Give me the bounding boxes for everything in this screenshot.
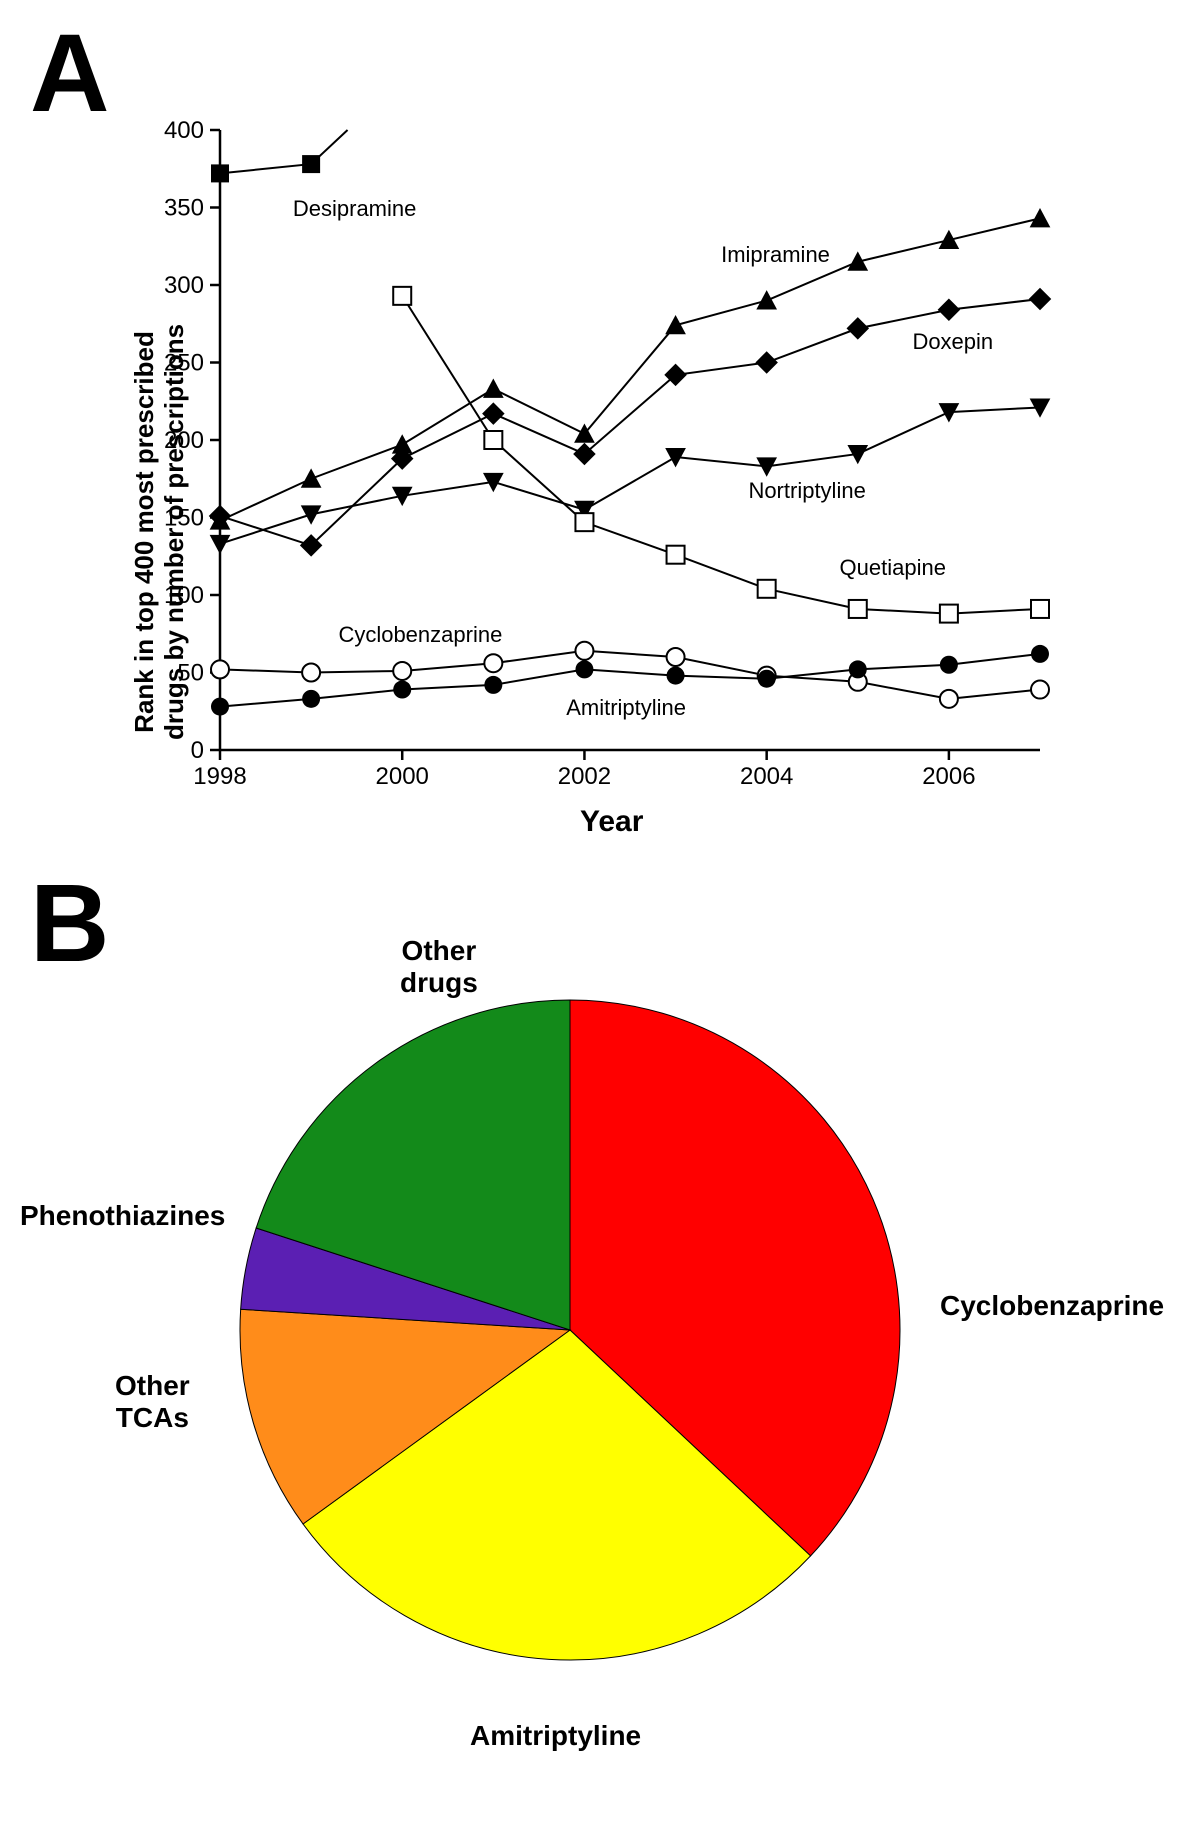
pie-slice-label: Phenothiazines xyxy=(20,1200,225,1232)
series-label: Nortriptyline xyxy=(748,478,865,504)
series-label: Desipramine xyxy=(293,196,417,222)
figure-page: A 05010015020025030035040019982000200220… xyxy=(0,0,1200,1825)
series-label: Cyclobenzaprine xyxy=(338,622,502,648)
series-label: Quetiapine xyxy=(840,555,946,581)
pie-slice-label: Amitriptyline xyxy=(470,1720,641,1752)
series-label: Amitriptyline xyxy=(566,695,686,721)
pie-chart-svg xyxy=(0,0,1200,1825)
pie-slice-label: Cyclobenzaprine xyxy=(940,1290,1164,1322)
pie-slice-label: OtherTCAs xyxy=(115,1370,190,1434)
series-label: Doxepin xyxy=(912,329,993,355)
pie-slice-label: Otherdrugs xyxy=(400,935,478,999)
series-label: Imipramine xyxy=(721,242,830,268)
